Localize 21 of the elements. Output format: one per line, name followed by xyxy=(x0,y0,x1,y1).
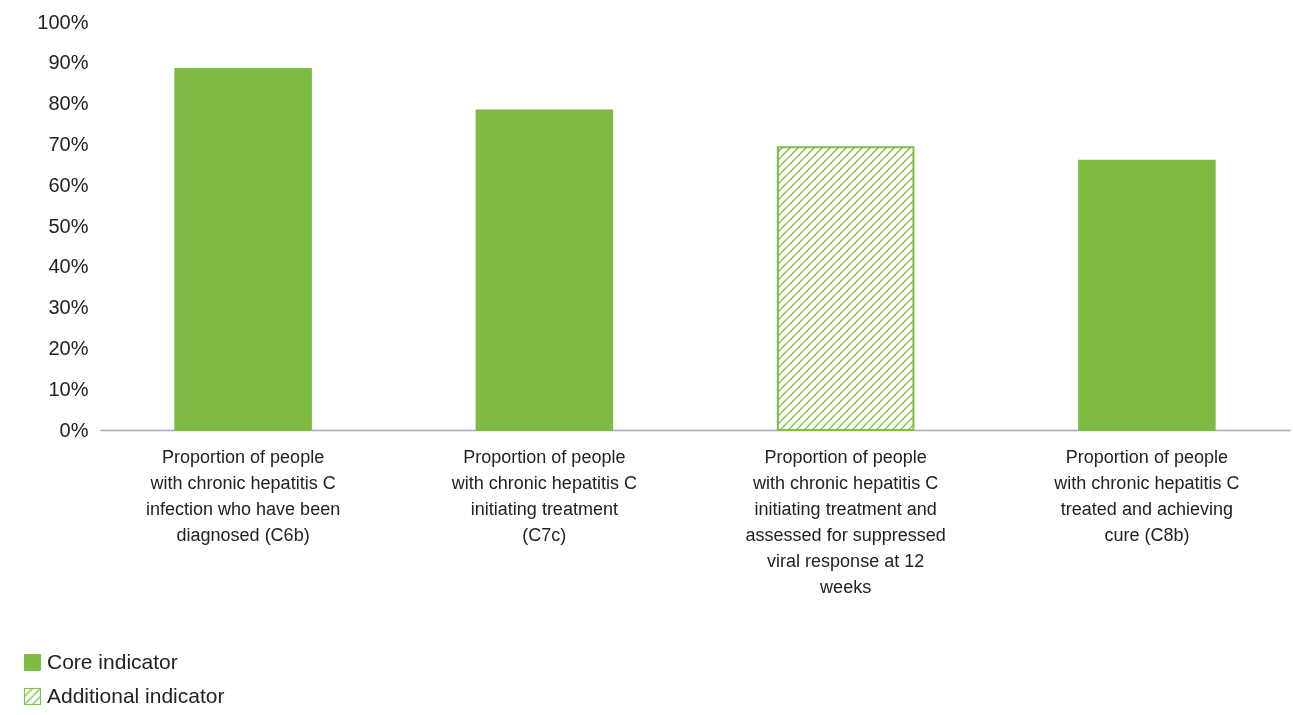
y-tick-label: 90% xyxy=(48,51,89,74)
y-tick-label: 20% xyxy=(48,336,89,359)
y-tick-label: 40% xyxy=(48,255,89,278)
bar xyxy=(776,146,915,431)
legend-label: Core indicator xyxy=(47,649,178,673)
x-tick-label: Proportion of people with chronic hepatitis C treated and achieving cure (C8b) xyxy=(1053,446,1240,545)
bar xyxy=(174,67,312,431)
y-tick-label: 0% xyxy=(59,418,89,441)
y-tick-label: 60% xyxy=(48,173,89,196)
legend-label: Additional indicator xyxy=(47,683,225,707)
y-tick-label: 50% xyxy=(48,214,89,237)
y-tick-label: 10% xyxy=(48,377,89,400)
bar xyxy=(475,109,614,431)
y-tick-label: 100% xyxy=(37,10,89,33)
y-tick-label: 30% xyxy=(48,296,89,319)
x-tick-label: Proportion of people with chronic hepatitis C initiating treatment and assessed for suppressed viral response at 12 weeks xyxy=(745,446,946,597)
y-tick-label: 70% xyxy=(48,132,89,155)
x-tick-label: Proportion of people with chronic hepatitis C infection who have been diagnosed (C6b) xyxy=(146,446,341,545)
bar xyxy=(1078,159,1216,431)
x-tick-label: Proportion of people with chronic hepatitis C initiating treatment (C7c) xyxy=(450,446,637,545)
y-tick-label: 80% xyxy=(48,92,89,115)
